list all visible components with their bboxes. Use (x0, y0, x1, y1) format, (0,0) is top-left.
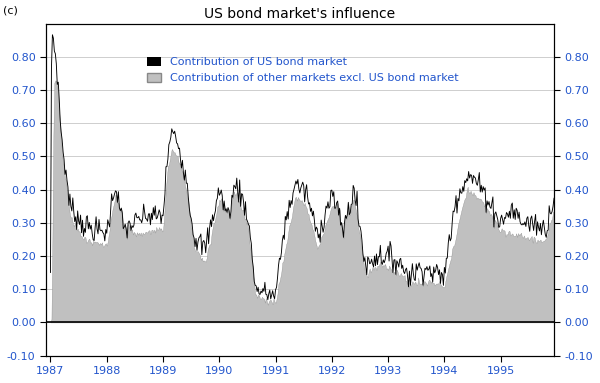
Text: (c): (c) (3, 6, 18, 16)
Legend: Contribution of US bond market, Contribution of other markets excl. US bond mark: Contribution of US bond market, Contribu… (143, 52, 463, 88)
Title: US bond market's influence: US bond market's influence (205, 7, 395, 21)
